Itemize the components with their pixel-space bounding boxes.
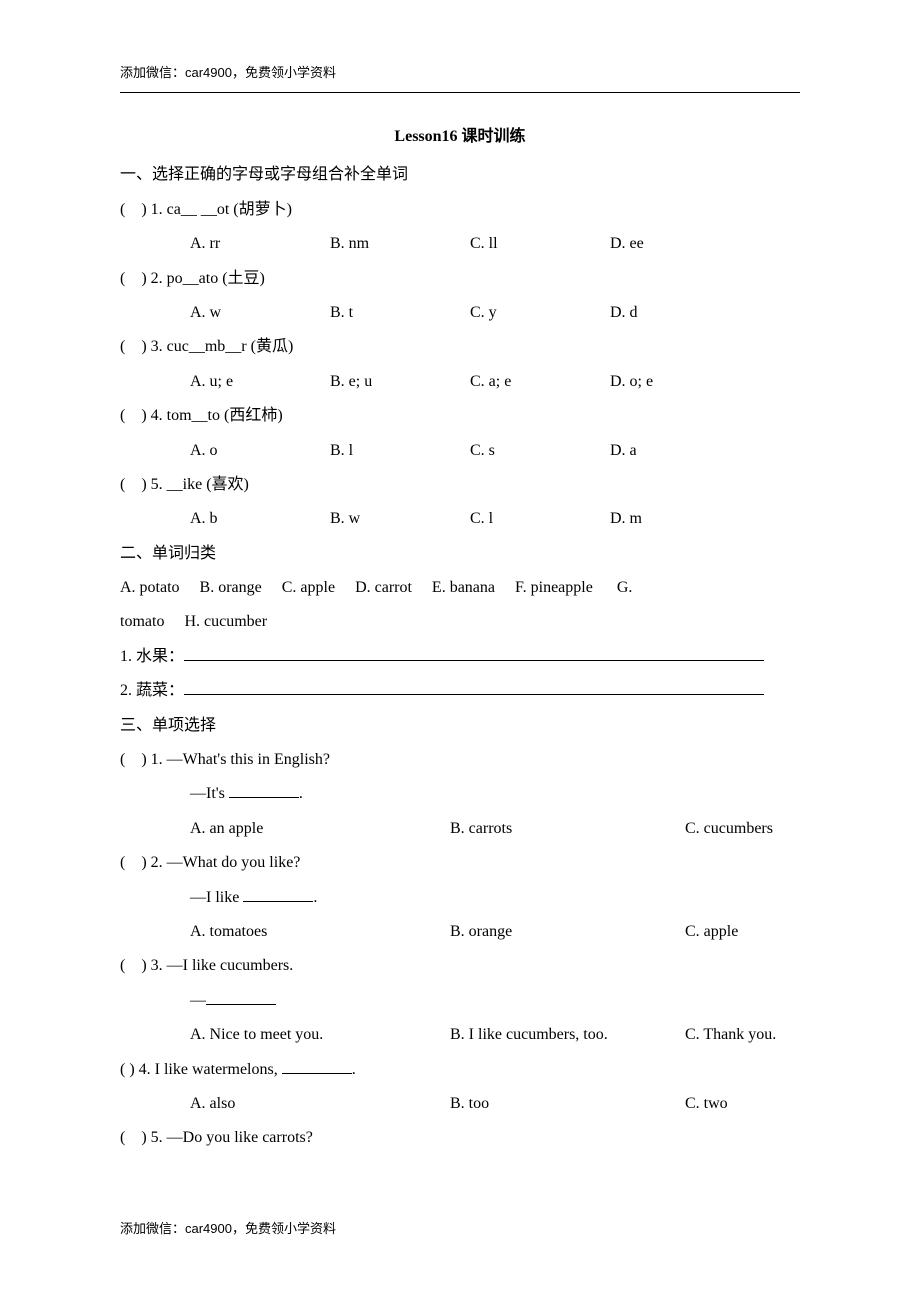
header-note: 添加微信：car4900，免费领小学资料 bbox=[120, 62, 336, 81]
s1-q3-optD: D. o; e bbox=[610, 365, 750, 399]
s3-q2-stem: ( ) 2. —What do you like? bbox=[120, 846, 800, 880]
s3-q2-optB: B. orange bbox=[450, 915, 685, 949]
s1-q5-optB: B. w bbox=[330, 502, 470, 536]
s1-q3-optA: A. u; e bbox=[190, 365, 330, 399]
s1-q5-stem: ( ) 5. __ike (喜欢) bbox=[120, 468, 800, 502]
s3-q3-blank[interactable] bbox=[206, 991, 276, 1005]
s3-q4-optC: C. two bbox=[685, 1087, 728, 1121]
section3-heading: 三、单项选择 bbox=[120, 709, 800, 743]
s1-q4-optB: B. l bbox=[330, 434, 470, 468]
s3-q1-optC: C. cucumbers bbox=[685, 812, 773, 846]
s1-q1-optC: C. ll bbox=[470, 227, 610, 261]
s1-q2-optA: A. w bbox=[190, 296, 330, 330]
s3-q4-options: A. also B. too C. two bbox=[120, 1087, 800, 1121]
s3-q4-optA: A. also bbox=[190, 1087, 450, 1121]
s1-q4-stem: ( ) 4. tom__to (西红柿) bbox=[120, 399, 800, 433]
s1-q2-optC: C. y bbox=[470, 296, 610, 330]
s2-fruit-blank[interactable] bbox=[184, 647, 764, 661]
s1-q3-stem: ( ) 3. cuc__mb__r (黄瓜) bbox=[120, 330, 800, 364]
s3-q5-stem: ( ) 5. —Do you like carrots? bbox=[120, 1121, 800, 1155]
s1-q3-options: A. u; e B. e; u C. a; e D. o; e bbox=[120, 365, 800, 399]
s2-fruit-row: 1. 水果： bbox=[120, 640, 800, 674]
footer-note: 添加微信：car4900，免费领小学资料 bbox=[120, 1218, 336, 1237]
page-title: Lesson16 课时训练 bbox=[120, 120, 800, 154]
s2-veg-row: 2. 蔬菜： bbox=[120, 674, 800, 708]
section2-heading: 二、单词归类 bbox=[120, 537, 800, 571]
s1-q4-options: A. o B. l C. s D. a bbox=[120, 434, 800, 468]
s3-q1-line2: —It's . bbox=[120, 777, 800, 811]
s1-q5-optC: C. l bbox=[470, 502, 610, 536]
s1-q1-optA: A. rr bbox=[190, 227, 330, 261]
s1-q2-optB: B. t bbox=[330, 296, 470, 330]
s2-veg-blank[interactable] bbox=[184, 681, 764, 695]
s3-q3-options: A. Nice to meet you. B. I like cucumbers… bbox=[120, 1018, 800, 1052]
s3-q2-line2-pre: —I like bbox=[190, 889, 243, 906]
s3-q1-optB: B. carrots bbox=[450, 812, 685, 846]
s3-q3-optA: A. Nice to meet you. bbox=[190, 1018, 450, 1052]
s3-q1-line2-post: . bbox=[299, 785, 303, 802]
s3-q2-line2-post: . bbox=[313, 889, 317, 906]
s1-q1-options: A. rr B. nm C. ll D. ee bbox=[120, 227, 800, 261]
s3-q3-line2-pre: — bbox=[190, 992, 206, 1009]
s3-q3-optB: B. I like cucumbers, too. bbox=[450, 1018, 685, 1052]
s1-q5-optA: A. b bbox=[190, 502, 330, 536]
s1-q4-optA: A. o bbox=[190, 434, 330, 468]
s2-veg-label: 2. 蔬菜： bbox=[120, 682, 184, 699]
s3-q2-blank[interactable] bbox=[243, 888, 313, 902]
s3-q2-optA: A. tomatoes bbox=[190, 915, 450, 949]
s3-q4-stem: ( ) 4. I like watermelons, . bbox=[120, 1053, 800, 1087]
s1-q2-optD: D. d bbox=[610, 296, 750, 330]
s1-q1-optD: D. ee bbox=[610, 227, 750, 261]
s2-bank-line1: A. potato B. orange C. apple D. carrot E… bbox=[120, 571, 800, 605]
s3-q2-line2: —I like . bbox=[120, 881, 800, 915]
header-rule bbox=[120, 92, 800, 93]
s1-q3-optC: C. a; e bbox=[470, 365, 610, 399]
s1-q2-options: A. w B. t C. y D. d bbox=[120, 296, 800, 330]
s3-q1-blank[interactable] bbox=[229, 784, 299, 798]
s3-q1-stem: ( ) 1. —What's this in English? bbox=[120, 743, 800, 777]
s3-q3-stem: ( ) 3. —I like cucumbers. bbox=[120, 949, 800, 983]
s3-q4-optB: B. too bbox=[450, 1087, 685, 1121]
s1-q5-optD: D. m bbox=[610, 502, 750, 536]
s1-q2-stem: ( ) 2. po__ato (土豆) bbox=[120, 262, 800, 296]
s1-q1-stem: ( ) 1. ca__ __ot (胡萝卜) bbox=[120, 193, 800, 227]
s3-q4-stem-post: . bbox=[352, 1061, 356, 1078]
s3-q3-optC: C. Thank you. bbox=[685, 1018, 776, 1052]
s3-q2-options: A. tomatoes B. orange C. apple bbox=[120, 915, 800, 949]
section1-heading: 一、选择正确的字母或字母组合补全单词 bbox=[120, 158, 800, 192]
s1-q4-optC: C. s bbox=[470, 434, 610, 468]
s3-q1-line2-pre: —It's bbox=[190, 785, 229, 802]
s3-q1-optA: A. an apple bbox=[190, 812, 450, 846]
s3-q1-options: A. an apple B. carrots C. cucumbers bbox=[120, 812, 800, 846]
s1-q5-options: A. b B. w C. l D. m bbox=[120, 502, 800, 536]
s2-bank-line2: tomato H. cucumber bbox=[120, 605, 800, 639]
s3-q2-optC: C. apple bbox=[685, 915, 738, 949]
s3-q4-blank[interactable] bbox=[282, 1060, 352, 1074]
page-content: Lesson16 课时训练 一、选择正确的字母或字母组合补全单词 ( ) 1. … bbox=[120, 120, 800, 1156]
s3-q4-stem-pre: ( ) 4. I like watermelons, bbox=[120, 1061, 282, 1078]
s3-q3-line2: — bbox=[120, 984, 800, 1018]
s1-q3-optB: B. e; u bbox=[330, 365, 470, 399]
s2-fruit-label: 1. 水果： bbox=[120, 648, 184, 665]
s1-q4-optD: D. a bbox=[610, 434, 750, 468]
s1-q1-optB: B. nm bbox=[330, 227, 470, 261]
